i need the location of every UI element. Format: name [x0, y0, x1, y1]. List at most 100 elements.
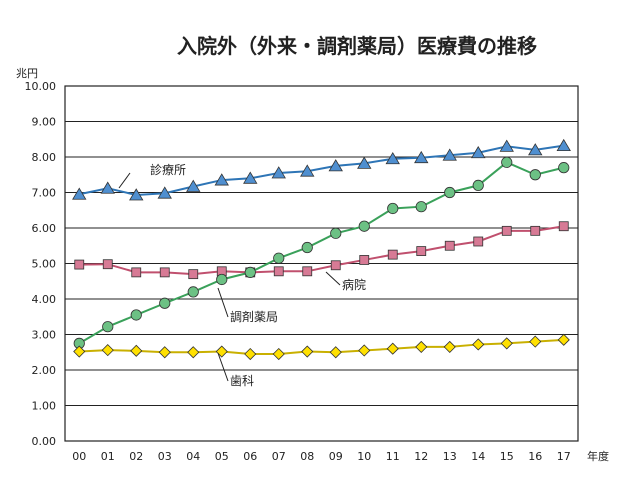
data-point — [301, 345, 314, 358]
x-unit-label: 年度 — [587, 449, 609, 463]
data-point — [74, 259, 85, 270]
data-point — [216, 273, 228, 286]
data-point — [558, 162, 570, 174]
data-point — [272, 347, 285, 361]
data-point — [329, 346, 342, 359]
x-tick-label: 08 — [300, 450, 314, 463]
data-point — [244, 266, 256, 278]
data-point — [359, 255, 370, 265]
x-tick-label: 01 — [101, 450, 115, 463]
data-point — [358, 344, 371, 357]
y-tick-label: 10.00 — [25, 80, 57, 93]
data-point — [215, 345, 228, 358]
x-tick-label: 16 — [528, 450, 542, 463]
data-point — [501, 225, 512, 236]
series-label: 診療所 — [150, 162, 186, 177]
data-point — [529, 335, 542, 348]
data-point — [158, 346, 171, 359]
data-point — [529, 169, 541, 181]
series-line — [79, 144, 564, 196]
data-point — [416, 246, 427, 256]
data-point — [443, 340, 456, 353]
data-point — [444, 186, 456, 199]
data-point — [273, 266, 284, 277]
data-point — [157, 186, 172, 199]
data-point — [244, 347, 257, 361]
data-point — [558, 221, 569, 232]
data-point — [243, 171, 258, 184]
data-point — [472, 338, 485, 351]
data-point — [471, 145, 486, 159]
chart-title: 入院外（外来・調剤薬局）医療費の推移 — [177, 34, 537, 58]
x-tick-label: 09 — [329, 450, 343, 463]
y-tick-label: 1.00 — [32, 400, 57, 413]
data-point — [72, 187, 87, 200]
data-point — [273, 252, 285, 264]
series-label: 病院 — [342, 277, 366, 292]
data-point — [187, 286, 199, 298]
data-point — [530, 225, 541, 236]
series-line — [78, 161, 564, 345]
data-point — [301, 241, 313, 254]
data-point — [386, 342, 399, 355]
y-tick-label: 3.00 — [32, 329, 57, 342]
data-point — [385, 151, 400, 165]
data-point — [73, 345, 86, 358]
x-tick-label: 12 — [414, 450, 428, 463]
y-tick-label: 7.00 — [32, 187, 57, 200]
x-tick-label: 04 — [186, 450, 200, 463]
x-tick-label: 14 — [471, 450, 485, 463]
data-point — [302, 266, 313, 277]
data-point — [415, 201, 427, 213]
data-point — [472, 179, 484, 191]
x-tick-label: 07 — [272, 450, 286, 463]
plot-frame — [64, 85, 579, 442]
y-tick-label: 5.00 — [32, 258, 57, 271]
data-point — [414, 150, 429, 164]
data-point — [129, 188, 144, 201]
data-point — [102, 259, 113, 270]
data-point — [499, 139, 514, 152]
x-tick-label: 05 — [215, 450, 229, 463]
data-point — [328, 159, 343, 172]
y-tick-label: 8.00 — [32, 151, 57, 164]
x-tick-label: 03 — [158, 450, 172, 463]
x-tick-label: 00 — [72, 450, 86, 463]
data-point — [357, 156, 372, 169]
data-point — [358, 220, 370, 232]
data-point — [101, 344, 114, 357]
data-point — [102, 321, 114, 333]
series-layer — [72, 138, 571, 361]
data-point — [187, 346, 200, 359]
data-point — [528, 143, 543, 156]
data-point — [271, 166, 286, 179]
data-point — [556, 138, 571, 152]
data-point — [501, 156, 513, 168]
x-tick-label: 17 — [557, 450, 571, 463]
callout-line — [217, 287, 229, 318]
data-point — [300, 164, 315, 177]
data-point — [330, 260, 341, 271]
x-tick-label: 15 — [500, 450, 514, 463]
y-tick-label: 6.00 — [32, 222, 57, 235]
data-point — [130, 309, 142, 321]
x-tick-label: 02 — [129, 450, 143, 463]
callout-line — [217, 352, 229, 382]
series-label: 調剤薬局 — [230, 309, 278, 324]
x-tick-label: 11 — [386, 450, 400, 463]
data-point — [100, 181, 115, 194]
series-line — [79, 225, 564, 276]
series-line — [79, 338, 564, 356]
y-tick-label: 9.00 — [32, 116, 57, 129]
y-unit-label: 兆円 — [16, 67, 38, 80]
series-label: 歯科 — [230, 374, 254, 388]
data-point — [557, 333, 570, 346]
data-point — [186, 179, 201, 192]
data-point — [159, 297, 171, 309]
callout-line — [325, 271, 341, 286]
data-point — [214, 173, 229, 186]
data-point — [159, 267, 170, 278]
